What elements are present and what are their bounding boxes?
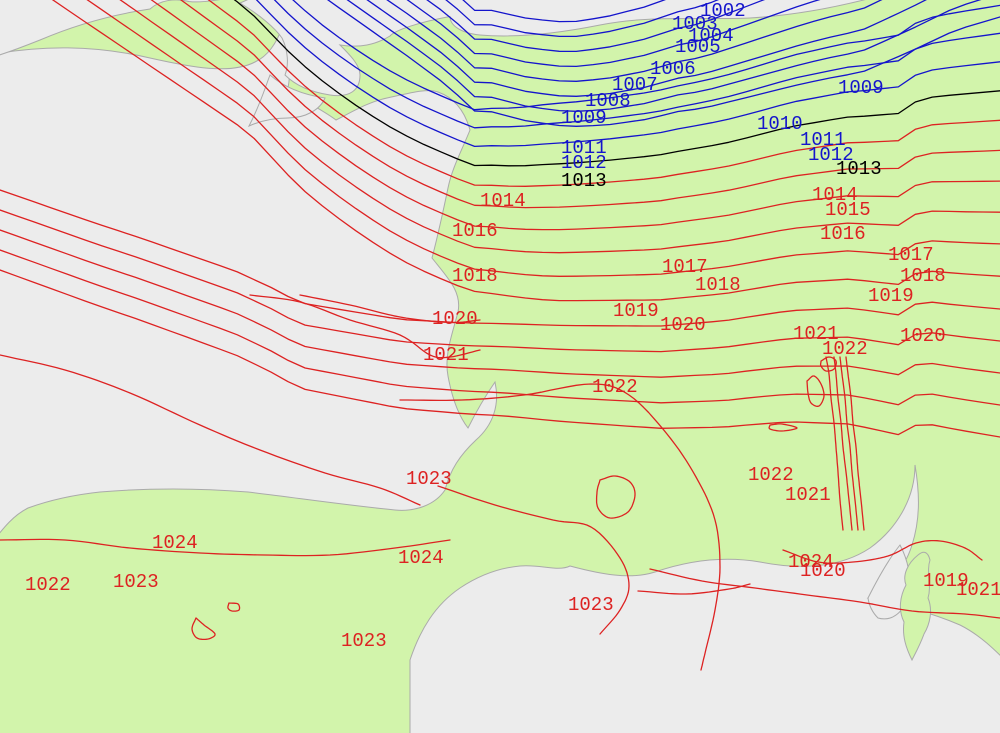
svg-text:1023: 1023 [406,468,452,490]
svg-text:1020: 1020 [800,560,846,582]
svg-text:1016: 1016 [452,220,498,242]
svg-text:1018: 1018 [900,265,946,287]
svg-text:1020: 1020 [900,325,946,347]
svg-text:1021: 1021 [423,344,469,366]
svg-text:1018: 1018 [695,274,741,296]
svg-text:1009: 1009 [561,107,607,129]
svg-text:1023: 1023 [341,630,387,652]
svg-text:1022: 1022 [748,464,794,486]
svg-text:1021: 1021 [785,484,831,506]
svg-text:1023: 1023 [568,594,614,616]
svg-text:1009: 1009 [838,77,884,99]
svg-text:1016: 1016 [820,223,866,245]
svg-text:1013: 1013 [561,170,607,192]
svg-text:1024: 1024 [152,532,198,554]
svg-text:1019: 1019 [613,300,659,322]
svg-text:1020: 1020 [660,314,706,336]
svg-text:1018: 1018 [452,265,498,287]
svg-text:1010: 1010 [757,113,803,135]
svg-text:1022: 1022 [25,574,71,596]
svg-text:1005: 1005 [675,36,721,58]
svg-text:1023: 1023 [113,571,159,593]
svg-text:1022: 1022 [822,338,868,360]
svg-text:1015: 1015 [825,199,871,221]
svg-text:1014: 1014 [480,190,526,212]
svg-text:1024: 1024 [398,547,444,569]
svg-text:1013: 1013 [836,158,882,180]
svg-text:1022: 1022 [592,376,638,398]
svg-text:1017: 1017 [888,244,934,266]
svg-text:1019: 1019 [868,285,914,307]
svg-text:1020: 1020 [432,308,478,330]
svg-text:1021: 1021 [956,579,1000,601]
